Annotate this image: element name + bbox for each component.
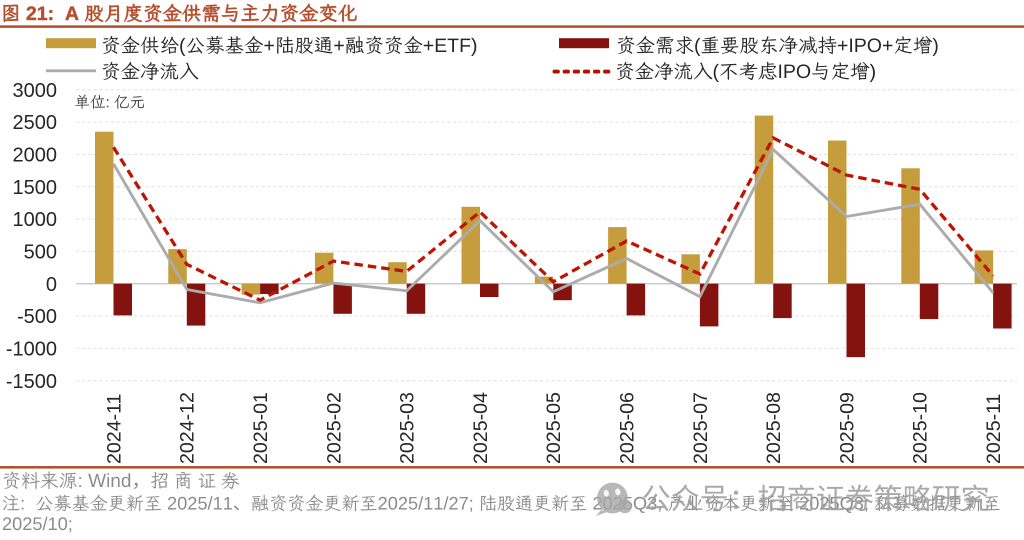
svg-text:2025-11: 2025-11 [983, 394, 1005, 464]
svg-text:1000: 1000 [13, 209, 58, 231]
svg-text:2025-03: 2025-03 [397, 392, 419, 464]
svg-text:2024-11: 2024-11 [103, 394, 125, 464]
svg-text:2025-05: 2025-05 [543, 392, 565, 464]
svg-text:-1000: -1000 [6, 339, 57, 361]
svg-text:3000: 3000 [13, 80, 58, 102]
svg-text:2025-09: 2025-09 [836, 392, 858, 464]
svg-text:2500: 2500 [13, 112, 58, 134]
svg-text:1500: 1500 [13, 177, 58, 199]
svg-text:2025-06: 2025-06 [617, 392, 639, 464]
svg-text:2025-08: 2025-08 [763, 392, 785, 464]
svg-text:2025-01: 2025-01 [250, 392, 272, 464]
svg-text:2025-10: 2025-10 [910, 392, 932, 464]
svg-text:-500: -500 [17, 306, 57, 328]
svg-text:2025-07: 2025-07 [690, 392, 712, 464]
svg-text:2000: 2000 [13, 145, 58, 167]
svg-text:2025-02: 2025-02 [323, 392, 345, 464]
svg-text:500: 500 [24, 242, 57, 264]
svg-text:0: 0 [46, 274, 57, 296]
svg-text:-1500: -1500 [6, 371, 57, 393]
svg-text:2025-04: 2025-04 [470, 392, 492, 464]
svg-text:2024-12: 2024-12 [177, 392, 199, 464]
